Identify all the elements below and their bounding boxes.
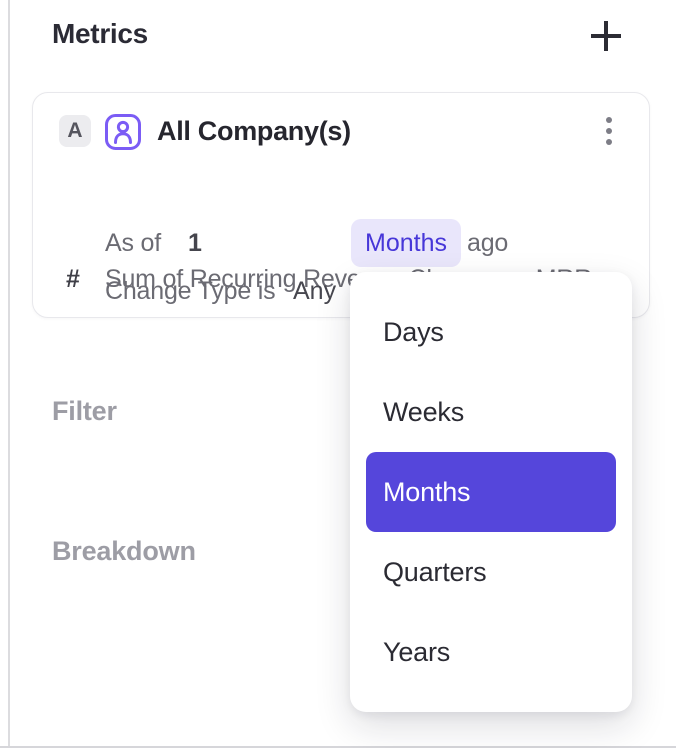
offset-value[interactable]: 1	[188, 229, 202, 257]
person-icon	[104, 113, 142, 151]
change-type-select[interactable]: Any	[293, 277, 337, 305]
dropdown-option-years[interactable]: Years	[383, 636, 451, 667]
change-type-row: Change Type is Any	[33, 277, 649, 307]
kebab-menu-icon	[606, 128, 612, 134]
as-of-label: As of	[105, 229, 161, 257]
metric-menu-button[interactable]	[597, 113, 621, 149]
plus-icon	[589, 19, 623, 53]
page-title: Metrics	[52, 18, 148, 49]
entity-label[interactable]: All Company(s)	[157, 115, 351, 146]
dropdown-option-weeks[interactable]: Weeks	[383, 396, 465, 427]
panel-bottom-divider	[0, 746, 676, 748]
change-type-label: Change Type is	[105, 277, 276, 305]
dropdown-option-days[interactable]: Days	[383, 316, 444, 347]
metric-type-icon: #	[66, 265, 80, 293]
kebab-menu-icon	[606, 117, 612, 123]
section-label-breakdown: Breakdown	[52, 536, 196, 566]
dropdown-option-months[interactable]: Months	[366, 452, 616, 532]
add-metric-button[interactable]	[586, 16, 626, 56]
as-of-row: As of 1 Months ago	[33, 219, 649, 267]
metric-index-badge: A	[59, 115, 91, 147]
dropdown-option-quarters[interactable]: Quarters	[383, 556, 487, 587]
panel-left-divider	[8, 0, 10, 748]
unit-dropdown: Days Weeks Months Quarters Years	[350, 272, 632, 712]
entity-type-button[interactable]	[104, 113, 142, 151]
unit-select[interactable]: Months	[351, 219, 461, 267]
ago-label: ago	[467, 229, 509, 257]
section-label-filter: Filter	[52, 396, 117, 426]
kebab-menu-icon	[606, 139, 612, 145]
